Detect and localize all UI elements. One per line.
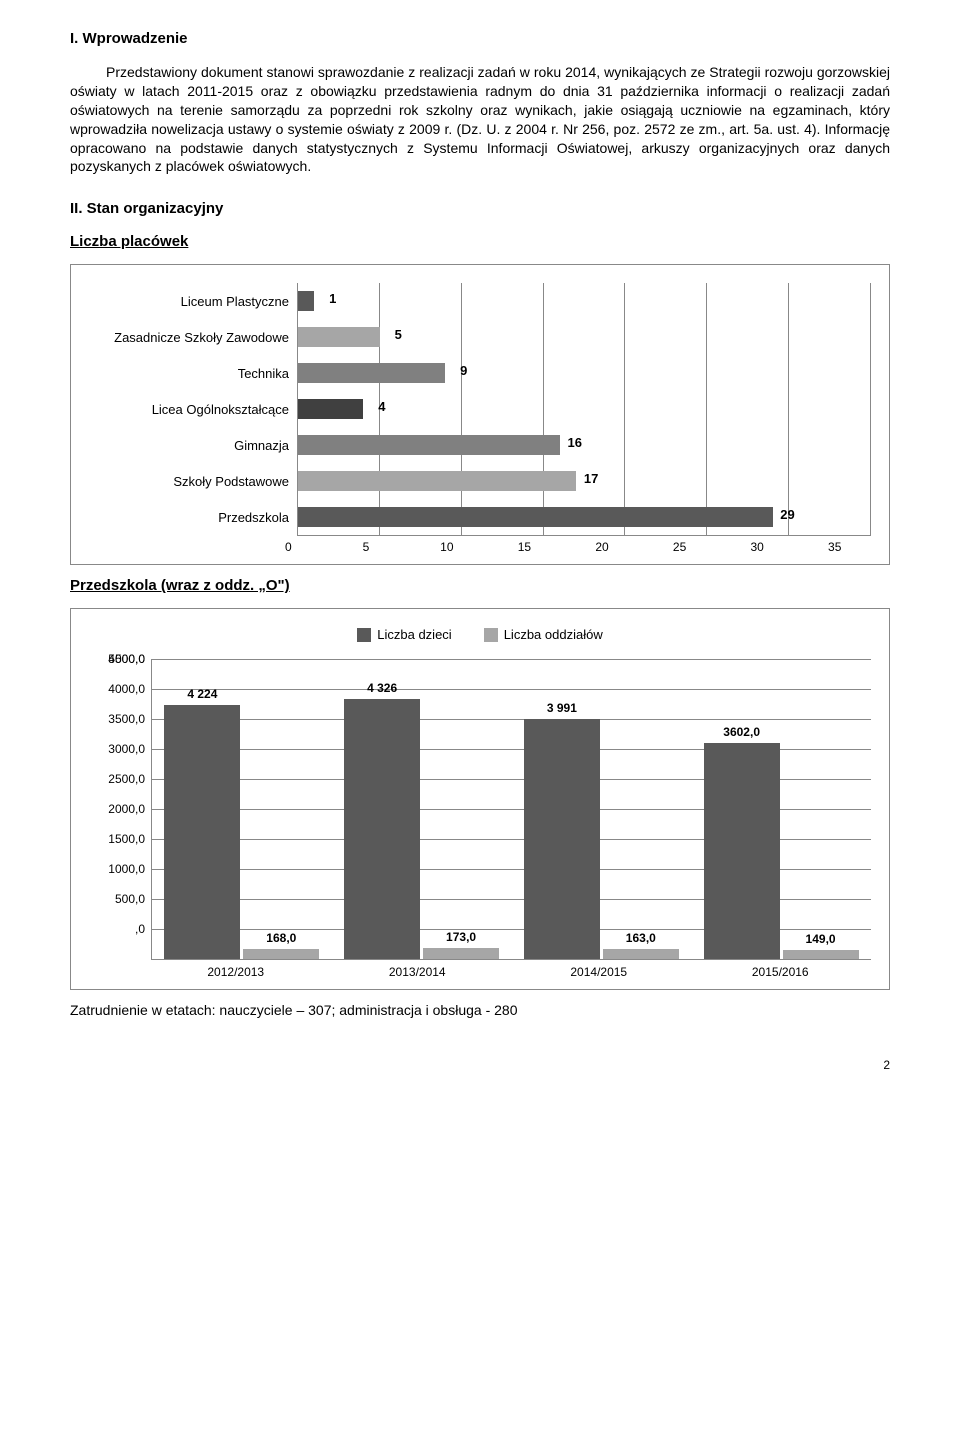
hbar-bar: 1 [298, 291, 314, 311]
hbar-bar-row: 4 [298, 391, 871, 427]
hbar-bar-value: 5 [395, 327, 402, 342]
vchart-group: 4 326173,0 [343, 659, 501, 959]
vchart-y-tick: 3000,0 [89, 749, 145, 779]
vchart-y-tick: 1000,0 [89, 869, 145, 899]
vchart-bar-value: 4 326 [367, 681, 397, 695]
hbar-row-label: Szkoły Podstawowe [89, 463, 289, 499]
hbar-bar: 16 [298, 435, 560, 455]
hbar-x-tick: 25 [673, 540, 751, 554]
footer-employment-text: Zatrudnienie w etatach: nauczyciele – 30… [70, 1002, 890, 1018]
hbar-bar-value: 29 [780, 507, 794, 522]
hbar-bar-value: 16 [567, 435, 581, 450]
vchart-x-label: 2014/2015 [519, 965, 679, 979]
hbar-category-labels: Liceum PlastyczneZasadnicze Szkoły Zawod… [89, 283, 297, 536]
hbar-bar: 9 [298, 363, 445, 383]
hbar-x-axis: 05101520253035 [289, 536, 829, 554]
vchart-x-axis-labels: 2012/2013 2013/2014 2014/2015 2015/2016 [89, 959, 871, 979]
vchart-bar-value: 149,0 [806, 932, 836, 946]
vchart-bar: 3 991 [524, 719, 600, 958]
subheading-liczba-placowek: Liczba placówek [70, 233, 890, 250]
vchart-bar-value: 4 224 [187, 687, 217, 701]
hbar-bar-value: 1 [329, 291, 336, 306]
vchart-x-label: 2013/2014 [337, 965, 497, 979]
hbar-bar: 5 [298, 327, 380, 347]
hbar-x-tick: 30 [750, 540, 828, 554]
hbar-x-tick: 5 [363, 540, 441, 554]
hbar-bars-container: 1 5 9 4 16 17 29 [298, 283, 871, 535]
legend-label: Liczba dzieci [377, 627, 451, 642]
hbar-row-label: Licea Ogólnokształcące [89, 391, 289, 427]
vchart-bar-groups: 4 224168,04 326173,03 991163,03602,0149,… [152, 659, 871, 959]
vchart-x-label: 2012/2013 [156, 965, 316, 979]
przedszkola-grouped-chart: Liczba dzieci Liczba oddziałów ,0500,0100… [70, 608, 890, 990]
vchart-legend: Liczba dzieci Liczba oddziałów [89, 627, 871, 645]
legend-item: Liczba dzieci [357, 627, 451, 642]
legend-label: Liczba oddziałów [504, 627, 603, 642]
hbar-bar-row: 29 [298, 499, 871, 535]
hbar-bar: 17 [298, 471, 576, 491]
hbar-row-label: Przedszkola [89, 499, 289, 535]
placowki-bar-chart: Liceum PlastyczneZasadnicze Szkoły Zawod… [70, 264, 890, 565]
vchart-bar-value: 3 991 [547, 701, 577, 715]
vchart-x-label: 2015/2016 [700, 965, 860, 979]
hbar-plot-area: 1 5 9 4 16 17 29 [297, 283, 871, 536]
hbar-row-label: Technika [89, 355, 289, 391]
vchart-bar: 163,0 [603, 949, 679, 959]
vchart-bar: 173,0 [423, 948, 499, 958]
hbar-bar-row: 9 [298, 355, 871, 391]
hbar-x-tick: 10 [440, 540, 518, 554]
vchart-y-tick: ,0 [89, 929, 145, 959]
vchart-bar: 4 224 [164, 705, 240, 958]
hbar-bar: 4 [298, 399, 363, 419]
vchart-y-tick: 4000,0 [89, 689, 145, 719]
vchart-xlabels-inner: 2012/2013 2013/2014 2014/2015 2015/2016 [145, 965, 871, 979]
legend-swatch [484, 628, 498, 642]
hbar-row-label: Zasadnicze Szkoły Zawodowe [89, 319, 289, 355]
vchart-group: 3 991163,0 [522, 659, 680, 959]
section-2-heading: II. Stan organizacyjny [70, 200, 890, 217]
subheading-przedszkola: Przedszkola (wraz z oddz. „O") [70, 577, 890, 594]
vchart-bar-value: 3602,0 [723, 725, 760, 739]
hbar-bar-row: 1 [298, 283, 871, 319]
vchart-bar: 3602,0 [704, 743, 780, 959]
vchart-bar: 149,0 [783, 950, 859, 959]
page-number: 2 [70, 1058, 890, 1072]
vchart-y-tick: 2500,0 [89, 779, 145, 809]
vchart-group: 4 224168,0 [163, 659, 321, 959]
vchart-group: 3602,0149,0 [702, 659, 860, 959]
intro-paragraph: Przedstawiony dokument stanowi sprawozda… [70, 63, 890, 176]
hbar-x-tick: 20 [595, 540, 673, 554]
hbar-x-tick: 0 [285, 540, 363, 554]
hbar-row-label: Liceum Plastyczne [89, 283, 289, 319]
hbar-bar-row: 17 [298, 463, 871, 499]
vchart-y-tick: 500,0 [89, 899, 145, 929]
hbar-bar-value: 4 [378, 399, 385, 414]
vchart-plot-area: 4 224168,04 326173,03 991163,03602,0149,… [151, 659, 871, 960]
vchart-y-axis-labels: ,0500,01000,01500,02000,02500,03000,0350… [89, 659, 151, 959]
vchart-bar-value: 163,0 [626, 931, 656, 945]
hbar-bar-row: 16 [298, 427, 871, 463]
vchart-bar: 4 326 [344, 699, 420, 959]
vchart-bar-value: 173,0 [446, 930, 476, 944]
hbar-bar-value: 17 [584, 471, 598, 486]
hbar-x-tick: 35 [828, 540, 829, 554]
section-1-heading: I. Wprowadzenie [70, 30, 890, 47]
legend-swatch [357, 628, 371, 642]
hbar-bar: 29 [298, 507, 773, 527]
legend-item: Liczba oddziałów [484, 627, 603, 642]
vchart-y-tick: 2000,0 [89, 809, 145, 839]
hbar-row-label: Gimnazja [89, 427, 289, 463]
vchart-bar: 168,0 [243, 949, 319, 959]
hbar-bar-row: 5 [298, 319, 871, 355]
vchart-bar-value: 168,0 [266, 931, 296, 945]
hbar-x-tick: 15 [518, 540, 596, 554]
hbar-bar-value: 9 [460, 363, 467, 378]
vchart-y-tick: 3500,0 [89, 719, 145, 749]
vchart-y-tick: 1500,0 [89, 839, 145, 869]
